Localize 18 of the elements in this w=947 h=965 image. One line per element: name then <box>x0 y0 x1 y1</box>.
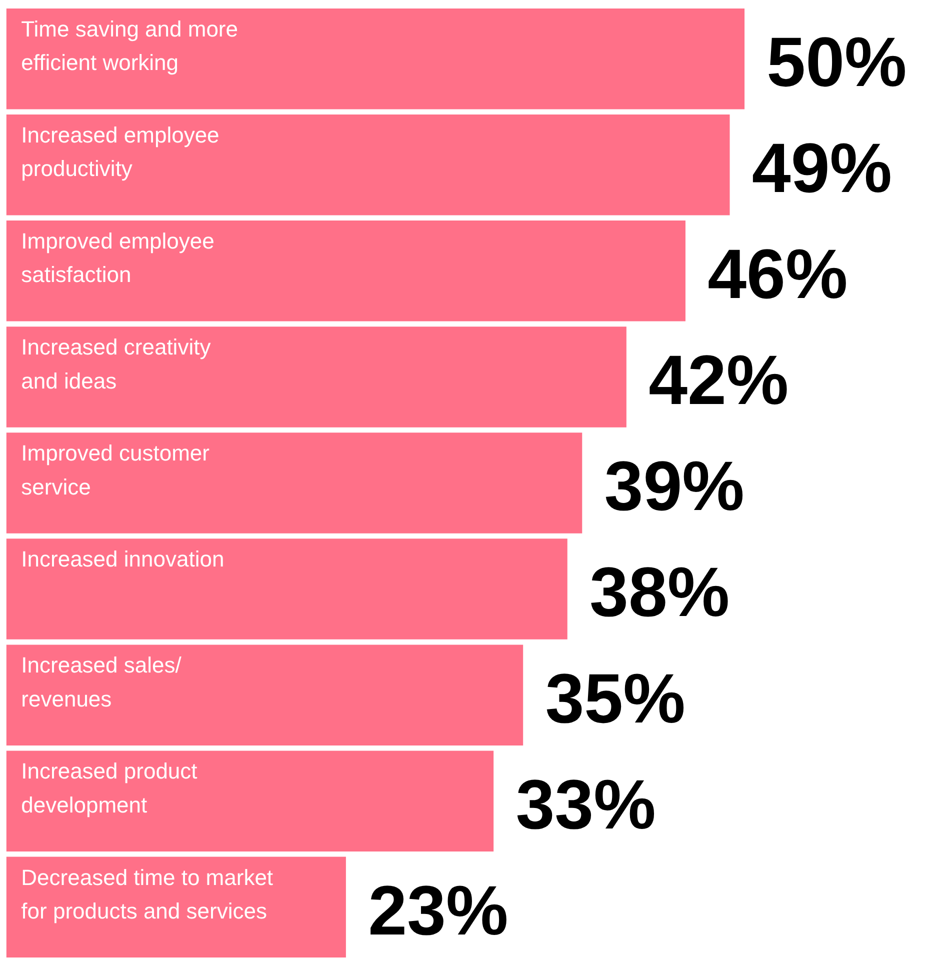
y-tick-label: Increased product development <box>21 758 198 818</box>
y-tick-label: Increased creativity and ideas <box>21 334 211 394</box>
y-tick-label: Improved employee satisfaction <box>21 228 214 288</box>
data-label: 42% <box>648 341 789 420</box>
y-tick-label: Increased innovation <box>21 546 224 572</box>
y-tick-label: Time saving and more efficient working <box>21 16 238 76</box>
data-label: 35% <box>545 659 686 738</box>
y-tick-label: Increased sales/ revenues <box>21 652 182 712</box>
y-tick-label: Increased employee productivity <box>21 122 220 182</box>
data-label: 33% <box>516 765 656 844</box>
data-label: 46% <box>708 235 848 314</box>
y-tick-label: Improved customer service <box>21 440 210 500</box>
data-label: 38% <box>590 553 730 632</box>
data-label: 50% <box>766 23 907 102</box>
data-label: 23% <box>368 871 508 950</box>
y-tick-label: Decreased time to market for products and services <box>21 864 274 924</box>
data-label: 49% <box>752 129 892 208</box>
data-label: 39% <box>604 447 744 526</box>
